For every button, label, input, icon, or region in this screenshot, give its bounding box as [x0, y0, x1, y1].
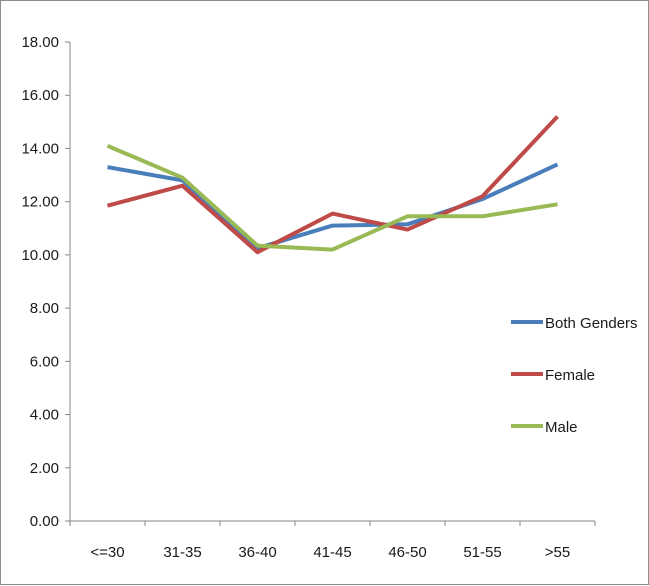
y-tick-label: 10.00: [21, 247, 59, 264]
plot-series: [106, 115, 559, 255]
y-tick-label: 12.00: [21, 194, 59, 211]
y-tick-label: 0.00: [30, 513, 59, 530]
legend: Both Genders Female Male: [511, 315, 638, 436]
y-tick-label: 16.00: [21, 87, 59, 104]
y-tick-label: 4.00: [30, 407, 59, 424]
x-tick-label: >55: [545, 544, 570, 561]
x-tick-label: 31-35: [163, 544, 201, 561]
x-tick-label: <=30: [90, 544, 124, 561]
y-tick-label: 18.00: [21, 34, 59, 51]
x-tick-label: 36-40: [238, 544, 276, 561]
y-tick-label: 14.00: [21, 140, 59, 157]
x-tick-label: 46-50: [388, 544, 426, 561]
x-tick-label: 51-55: [463, 544, 501, 561]
legend-label: Female: [545, 367, 595, 384]
y-tick-label: 2.00: [30, 460, 59, 477]
series-line-male: [106, 143, 558, 252]
legend-label: Both Genders: [545, 315, 638, 332]
series-line-female: [106, 115, 559, 255]
series-line-both-genders: [107, 162, 559, 251]
x-axis: <=30 31-35 36-40 41-45 46-50 51-55 >55: [69, 520, 596, 561]
y-tick-label: 6.00: [30, 353, 59, 370]
y-axis: 0.00 2.00 4.00 6.00 8.00 10.00 12.00 14.00 16.00…: [21, 34, 71, 530]
legend-label: Male: [545, 419, 578, 436]
x-tick-label: 41-45: [313, 544, 351, 561]
y-tick-label: 8.00: [30, 300, 59, 317]
